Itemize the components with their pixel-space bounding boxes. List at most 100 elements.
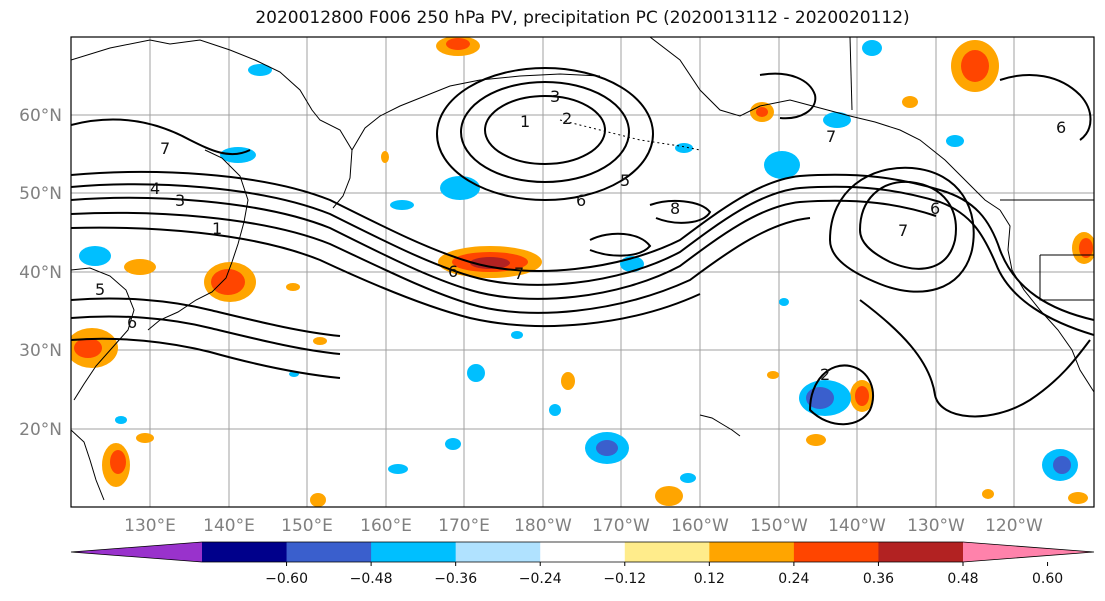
pv-contour-small-2 [649, 200, 712, 224]
pv-contour-jet-4 [71, 211, 811, 314]
lon-label-150e: 150°E [281, 516, 333, 536]
lon-label-150w: 150°W [750, 516, 808, 536]
lon-label-130w: 130°W [907, 516, 965, 536]
precip-negative-blob [823, 112, 851, 128]
colorbar-tick-label: 0.24 [778, 571, 809, 587]
colorbar-tick-label: 0.36 [863, 571, 894, 587]
precip-negative-blob [445, 438, 461, 450]
pv-label: 1 [520, 112, 530, 131]
precip-positive-blob [310, 493, 326, 507]
precip-negative-blob [680, 473, 696, 483]
colorbar-outline [70, 541, 1095, 563]
colorbar-tick-label: −0.60 [265, 571, 308, 587]
pv-label: 7 [898, 221, 908, 240]
pv-contour-trough-1 [858, 180, 957, 270]
coastline-asia-northeast [71, 39, 353, 209]
precip-positive-blob [136, 433, 154, 443]
pv-label: 7 [160, 139, 170, 158]
pv-label: 6 [448, 262, 458, 281]
pv-contour-east [859, 299, 1091, 418]
pv-contour-jet-1 [71, 171, 1094, 321]
lon-label-160w: 160°W [671, 516, 729, 536]
precip-shading [71, 37, 1094, 507]
lat-label-40n: 40°N [19, 263, 62, 283]
pv-contour-south-2 [71, 315, 341, 355]
colorbar-tick-label: 0.12 [694, 571, 725, 587]
pv-label: 3 [175, 191, 185, 210]
precip-negative-blob [1053, 456, 1071, 474]
precip-negative-blob [596, 440, 618, 456]
colorbar-segment [878, 542, 964, 562]
pv-contour-low-3 [436, 67, 654, 201]
precip-negative-blob [511, 331, 523, 339]
precip-positive-blob [806, 434, 826, 446]
lon-label-130e: 130°E [124, 516, 176, 536]
colorbar-segment [793, 542, 879, 562]
precip-positive-blob [756, 107, 768, 117]
precip-negative-blob [862, 40, 882, 56]
pv-contour-jet-5 [71, 226, 701, 327]
pv-label: 2 [820, 365, 830, 384]
colorbar-arrow-right [963, 542, 1094, 562]
lon-label-120w: 120°W [985, 516, 1043, 536]
pv-contour-jet-3 [71, 196, 937, 300]
precip-negative-blob [764, 151, 800, 179]
precip-positive-blob [124, 259, 156, 275]
lat-label-20n: 20°N [19, 420, 62, 440]
precip-positive-blob [982, 489, 994, 499]
pv-label: 6 [1056, 118, 1066, 137]
pv-label: 8 [670, 199, 680, 218]
precip-negative-blob [779, 298, 789, 306]
colorbar-segment [624, 542, 710, 562]
coastline-hawaii [699, 414, 741, 437]
longitude-labels: 130°E 140°E 150°E 160°E 170°E 180°W 170°… [124, 516, 1043, 536]
colorbar-tick-label: −0.12 [603, 571, 646, 587]
map-frame [70, 36, 1095, 508]
pv-label: 2 [562, 109, 572, 128]
coastline-japan [147, 149, 249, 331]
lat-label-30n: 30°N [19, 341, 62, 361]
precip-positive-blob [902, 96, 918, 108]
pv-label: 4 [150, 179, 160, 198]
pv-contour-south-3 [71, 337, 341, 379]
pv-label: 6 [576, 191, 586, 210]
precip-negative-blob [675, 143, 693, 153]
lon-label-140e: 140°E [203, 516, 255, 536]
colorbar-tick-label: −0.24 [519, 571, 562, 587]
pv-label: 5 [95, 280, 105, 299]
precip-positive-blob [855, 386, 869, 406]
precip-positive-blob [1068, 492, 1088, 504]
precip-negative-blob [248, 64, 272, 76]
precip-positive-blob [381, 151, 389, 163]
precip-positive-blob [446, 38, 470, 50]
precip-positive-blob [470, 257, 510, 269]
precip-negative-blob [388, 464, 408, 474]
pv-contour-labels: 1 2 3 4 5 6 7 8 1 3 5 6 6 7 6 7 2 7 6 [95, 87, 1066, 384]
pv-label: 6 [930, 199, 940, 218]
border-alaska-canada [849, 37, 853, 111]
pv-contour-north-canada [999, 74, 1092, 141]
colorbar-tick-label: 0.60 [1032, 571, 1063, 587]
precip-negative-blob [549, 404, 561, 416]
precip-positive-blob [767, 371, 779, 379]
latitude-labels: 60°N 50°N 40°N 30°N 20°N [19, 106, 62, 440]
precip-positive-blob [110, 450, 126, 474]
colorbar: −0.60 −0.48 −0.36 −0.24 −0.12 0.12 0.24 0.36 0.4… [70, 541, 1095, 587]
pv-contour-cutoff [808, 364, 875, 426]
pv-label: 1 [212, 219, 222, 238]
colorbar-tick-label: 0.48 [947, 571, 978, 587]
lon-label-140w: 140°W [828, 516, 886, 536]
coastline-north-america [999, 209, 1094, 393]
precip-negative-blob [79, 246, 111, 266]
pv-contour-jet-2 [71, 183, 1094, 336]
colorbar-segment [709, 542, 795, 562]
coastline-korea-china [71, 267, 135, 401]
pv-contour-north-alaska [759, 72, 817, 120]
precip-positive-blob [961, 50, 989, 82]
precip-positive-blob [74, 338, 102, 358]
lat-label-60n: 60°N [19, 106, 62, 126]
pv-label: 7 [826, 127, 836, 146]
precip-positive-blob [211, 269, 245, 295]
figure-title: 2020012800 F006 250 hPa PV, precipitatio… [255, 8, 910, 28]
precip-positive-blob [1079, 238, 1093, 258]
